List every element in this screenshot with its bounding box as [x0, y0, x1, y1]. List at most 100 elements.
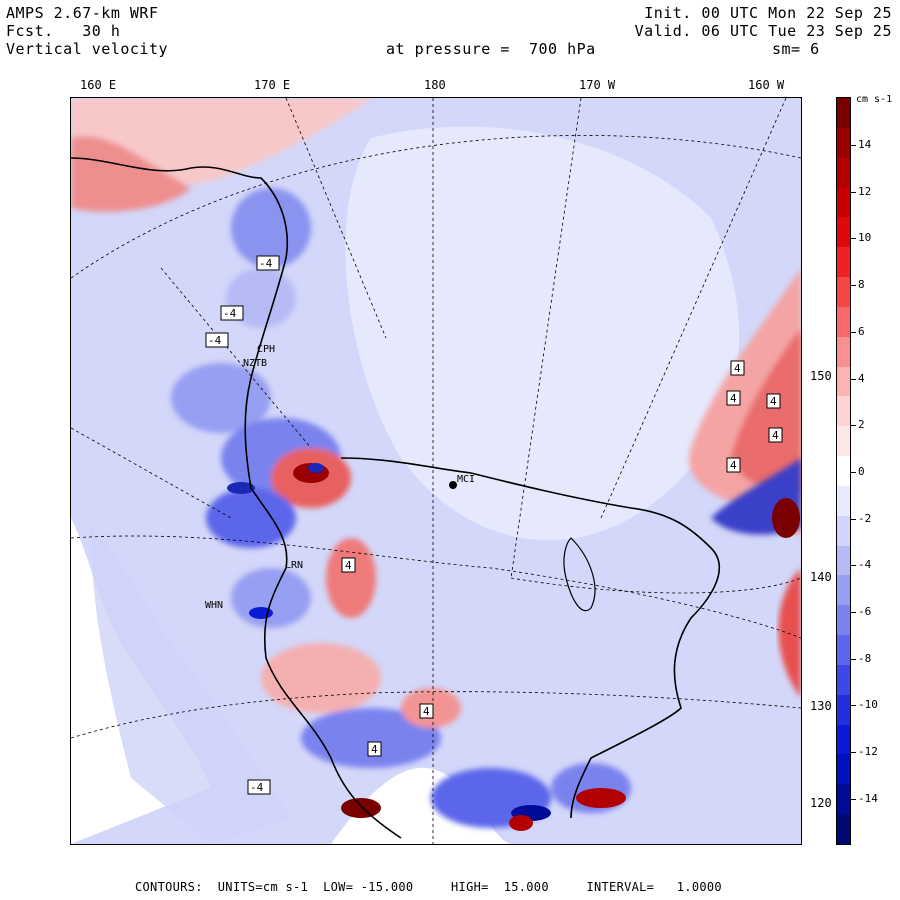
colorbar-tick: [851, 425, 856, 427]
svg-text:4: 4: [730, 459, 737, 472]
station-marker-mci: [449, 481, 457, 489]
pressure-level: at pressure = 700 hPa: [386, 40, 596, 58]
model-title: AMPS 2.67-km WRF: [6, 4, 159, 22]
right-strong-ascent: [731, 328, 801, 493]
colorbar-tick: [851, 518, 856, 520]
colorbar-segment: [837, 247, 850, 278]
colorbar-segment: [837, 366, 850, 397]
init-time: Init. 00 UTC Mon 22 Sep 25: [644, 4, 892, 22]
lon-label-180: 180: [424, 78, 446, 92]
colorbar-tick: [851, 378, 856, 380]
colorbar-segment: [837, 515, 850, 547]
smoothing-label: sm= 6: [772, 40, 820, 58]
svg-text:4: 4: [734, 362, 741, 375]
strong-cells: [227, 463, 800, 831]
colorbar-label: 10: [858, 231, 872, 245]
field-name: Vertical velocity: [6, 40, 169, 58]
valid-time: Valid. 06 UTC Tue 23 Sep 25: [634, 22, 892, 40]
colorbar-segment: [837, 485, 850, 517]
colorbar-unit: cm s-1: [856, 94, 893, 105]
colorbar-segment: [837, 306, 850, 338]
colorbar-segment: [837, 545, 850, 576]
svg-text:4: 4: [770, 395, 777, 408]
contour-label-4-e: 4: [768, 427, 783, 443]
contour-label-4-d: 4: [766, 393, 781, 409]
svg-text:4: 4: [371, 743, 378, 756]
svg-text:4: 4: [423, 705, 430, 718]
colorbar-segment: [837, 187, 850, 218]
lon-label-160w: 160 W: [748, 78, 785, 92]
upper-left-strong-ascent: [71, 136, 191, 212]
colorbar-tick: [851, 145, 856, 146]
svg-text:-4: -4: [208, 334, 222, 347]
colorbar-tick: [851, 331, 856, 333]
colorbar-tick: [851, 285, 856, 287]
contour-label-neg4-a: -4: [220, 305, 244, 321]
station-label-lrn: LRN: [285, 560, 303, 571]
contour-label-neg4-c: -4: [205, 332, 229, 348]
header-left: AMPS 2.67-km WRF Fcst. 30 h Vertical veloc…: [6, 4, 168, 58]
contour-labels: 4 4 4 4 4 4 4 4 -4 -4 -4 -4: [205, 255, 783, 795]
contour-info: CONTOURS: UNITS=cm s-1 LOW= -15.000 HIGH…: [135, 880, 722, 894]
vertical-velocity-map: MCI CPH NZTB LRN WHN 4 4 4 4 4 4 4 4 -4 …: [71, 98, 801, 844]
colorbar-segment: [837, 575, 850, 606]
graticule: [71, 98, 801, 844]
map-panel: MCI CPH NZTB LRN WHN 4 4 4 4 4 4 4 4 -4 …: [70, 97, 802, 845]
colorbar-label: 6: [858, 324, 865, 338]
colorbar-tick: [851, 705, 856, 707]
colorbar-segment: [837, 127, 850, 159]
colorbar-segment: [837, 217, 850, 248]
svg-text:4: 4: [772, 429, 779, 442]
lon-label-160e: 160 E: [80, 78, 117, 92]
colorbar-segment: [837, 814, 850, 845]
colorbar-label: -10: [858, 698, 878, 712]
lon-label-170w: 170 W: [579, 78, 616, 92]
colorbar-segment: [837, 635, 850, 666]
colorbar-label: 2: [858, 418, 865, 432]
contour-label-4-f: 4: [726, 457, 741, 473]
station-label-nztb: NZTB: [243, 358, 267, 369]
colorbar-tick: [851, 798, 856, 800]
colorbar-tick: [851, 658, 856, 660]
svg-text:-4: -4: [223, 307, 237, 320]
svg-text:4: 4: [730, 392, 737, 405]
contour-label-4-b: 4: [730, 360, 745, 376]
colorbar-segment: [837, 664, 850, 696]
colorbar-label: -8: [858, 651, 872, 665]
weak-motion-region: [345, 126, 740, 541]
ice-shelf-front: [340, 457, 721, 819]
contour-label-4-g: 4: [419, 703, 434, 719]
colorbar-segment: [837, 456, 850, 487]
contour-label-4-h: 4: [367, 741, 382, 757]
colorbar-label: 12: [858, 184, 872, 198]
svg-text:-4: -4: [250, 781, 264, 794]
colorbar-segment: [837, 396, 850, 427]
colorbar-segment: [837, 98, 850, 129]
lon-label-170e: 170 E: [254, 78, 291, 92]
colorbar-tick: [851, 471, 856, 473]
colorbar-segment: [837, 605, 850, 636]
colorbar-segment: [837, 426, 850, 457]
contour-label-neg4-b: -4: [256, 255, 280, 271]
colorbar-tick: [851, 612, 856, 613]
coastal-field: [91, 528, 291, 844]
colorbar-label: -6: [858, 605, 872, 618]
forecast-hour: Fcst. 30 h: [6, 22, 121, 40]
contour-label-neg4-d: -4: [247, 779, 271, 795]
colorbar-segment: [837, 157, 850, 188]
colorbar-label: 8: [858, 278, 865, 292]
coastline-west: [71, 157, 402, 839]
colorbar-segment: [837, 336, 850, 368]
colorbar-segment: [837, 277, 850, 308]
colorbar-segment: [837, 754, 850, 785]
colorbar-label: -12: [858, 745, 878, 759]
colorbar-label: -4: [858, 558, 872, 572]
colorbar-label: -14: [858, 791, 878, 805]
colorbar-tick: [851, 565, 856, 567]
colorbar: [836, 97, 851, 845]
station-label-mci: MCI: [457, 474, 475, 485]
colorbar-label: 4: [858, 371, 865, 385]
colorbar-label: 0: [858, 464, 865, 478]
colorbar-label: -2: [858, 511, 872, 525]
stations: MCI CPH NZTB LRN WHN: [205, 344, 475, 611]
